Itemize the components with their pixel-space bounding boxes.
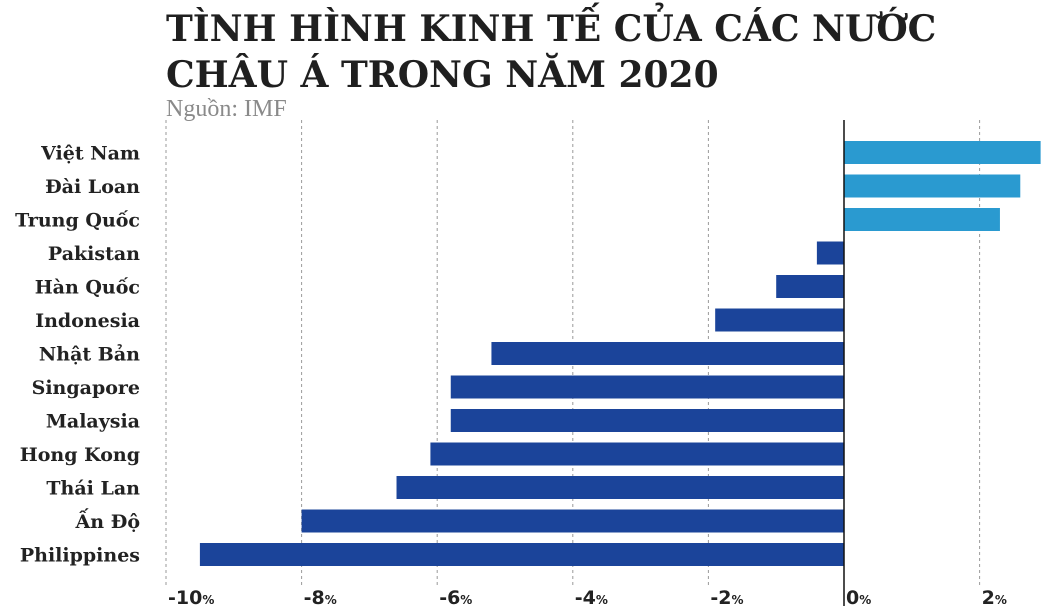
category-label: Đài Loan — [45, 176, 140, 198]
category-label: Indonesia — [35, 310, 140, 332]
bar — [844, 174, 1021, 198]
category-label: Thái Lan — [46, 478, 140, 500]
bar — [450, 409, 844, 432]
category-label: Hong Kong — [20, 444, 140, 466]
bar — [396, 476, 844, 499]
x-tick-label: -2% — [710, 587, 743, 609]
category-label: Malaysia — [46, 411, 140, 433]
x-tick-label: -10% — [168, 587, 214, 609]
category-label: Việt Nam — [40, 143, 140, 165]
category-label: Nhật Bản — [39, 344, 140, 366]
x-tick-label: -6% — [439, 587, 472, 609]
category-label: Ấn Độ — [75, 508, 140, 533]
x-tick-label: -4% — [575, 587, 608, 609]
category-label: Singapore — [32, 377, 140, 399]
chart-title: TÌNH HÌNH KINH TẾ CỦA CÁC NƯỚC CHÂU Á TR… — [166, 8, 937, 96]
category-label: Trung Quốc — [15, 210, 140, 232]
bar — [301, 509, 845, 533]
x-tick-label: 2% — [982, 587, 1007, 609]
chart-source: Nguồn: IMF — [166, 96, 287, 122]
bar — [844, 208, 1000, 231]
bar — [776, 275, 844, 298]
bar — [430, 442, 844, 466]
bar — [450, 375, 844, 399]
x-tick-label: 0% — [846, 587, 871, 609]
bar — [816, 241, 844, 265]
bar — [715, 308, 844, 332]
x-tick-label: -8% — [304, 587, 337, 609]
category-label: Philippines — [20, 545, 140, 567]
bar — [844, 141, 1041, 164]
category-label: Hàn Quốc — [35, 277, 140, 299]
bar — [491, 342, 844, 365]
bar — [199, 543, 844, 566]
category-label: Pakistan — [48, 243, 140, 265]
